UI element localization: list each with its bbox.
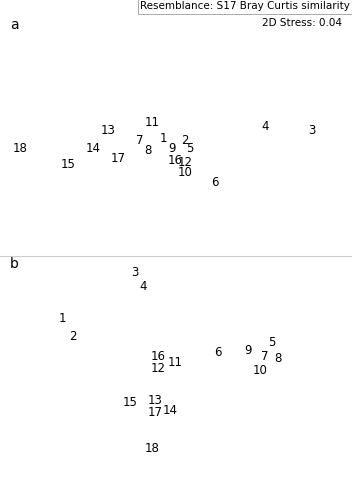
Text: 11: 11	[168, 356, 182, 368]
Text: 17: 17	[147, 406, 163, 420]
Text: 1: 1	[58, 312, 66, 324]
Text: 1: 1	[159, 132, 167, 144]
Text: 15: 15	[122, 396, 137, 408]
Text: 6: 6	[214, 346, 222, 360]
Text: 7: 7	[136, 134, 144, 146]
Text: 2D Stress: 0.04: 2D Stress: 0.04	[262, 18, 342, 28]
Text: Resemblance: S17 Bray Curtis similarity: Resemblance: S17 Bray Curtis similarity	[140, 1, 350, 11]
Text: 10: 10	[253, 364, 268, 376]
Text: 18: 18	[13, 142, 27, 154]
Text: 17: 17	[111, 152, 126, 166]
Text: 16: 16	[168, 154, 182, 166]
Text: 13: 13	[101, 124, 115, 136]
Text: 8: 8	[144, 144, 152, 156]
Text: 5: 5	[268, 336, 276, 348]
Text: a: a	[10, 18, 19, 32]
Text: 4: 4	[139, 280, 147, 293]
Text: 13: 13	[147, 394, 162, 407]
Text: 7: 7	[261, 350, 269, 364]
Text: 11: 11	[145, 116, 159, 128]
Text: 2: 2	[181, 134, 189, 146]
Text: 14: 14	[163, 404, 177, 416]
Text: 8: 8	[274, 352, 282, 364]
Text: 18: 18	[145, 442, 159, 454]
Text: 9: 9	[244, 344, 252, 356]
Text: 3: 3	[131, 266, 139, 280]
Text: 3: 3	[308, 124, 316, 136]
Text: 14: 14	[86, 142, 101, 154]
Text: 12: 12	[177, 156, 193, 168]
Text: 15: 15	[61, 158, 75, 172]
Text: 16: 16	[151, 350, 165, 364]
Text: 6: 6	[211, 176, 219, 190]
Text: 10: 10	[177, 166, 193, 178]
Text: 5: 5	[186, 142, 194, 154]
Text: 12: 12	[151, 362, 165, 374]
Text: 9: 9	[168, 142, 176, 154]
Text: 2: 2	[69, 330, 77, 344]
Text: 4: 4	[261, 120, 269, 132]
Text: b: b	[10, 257, 19, 271]
